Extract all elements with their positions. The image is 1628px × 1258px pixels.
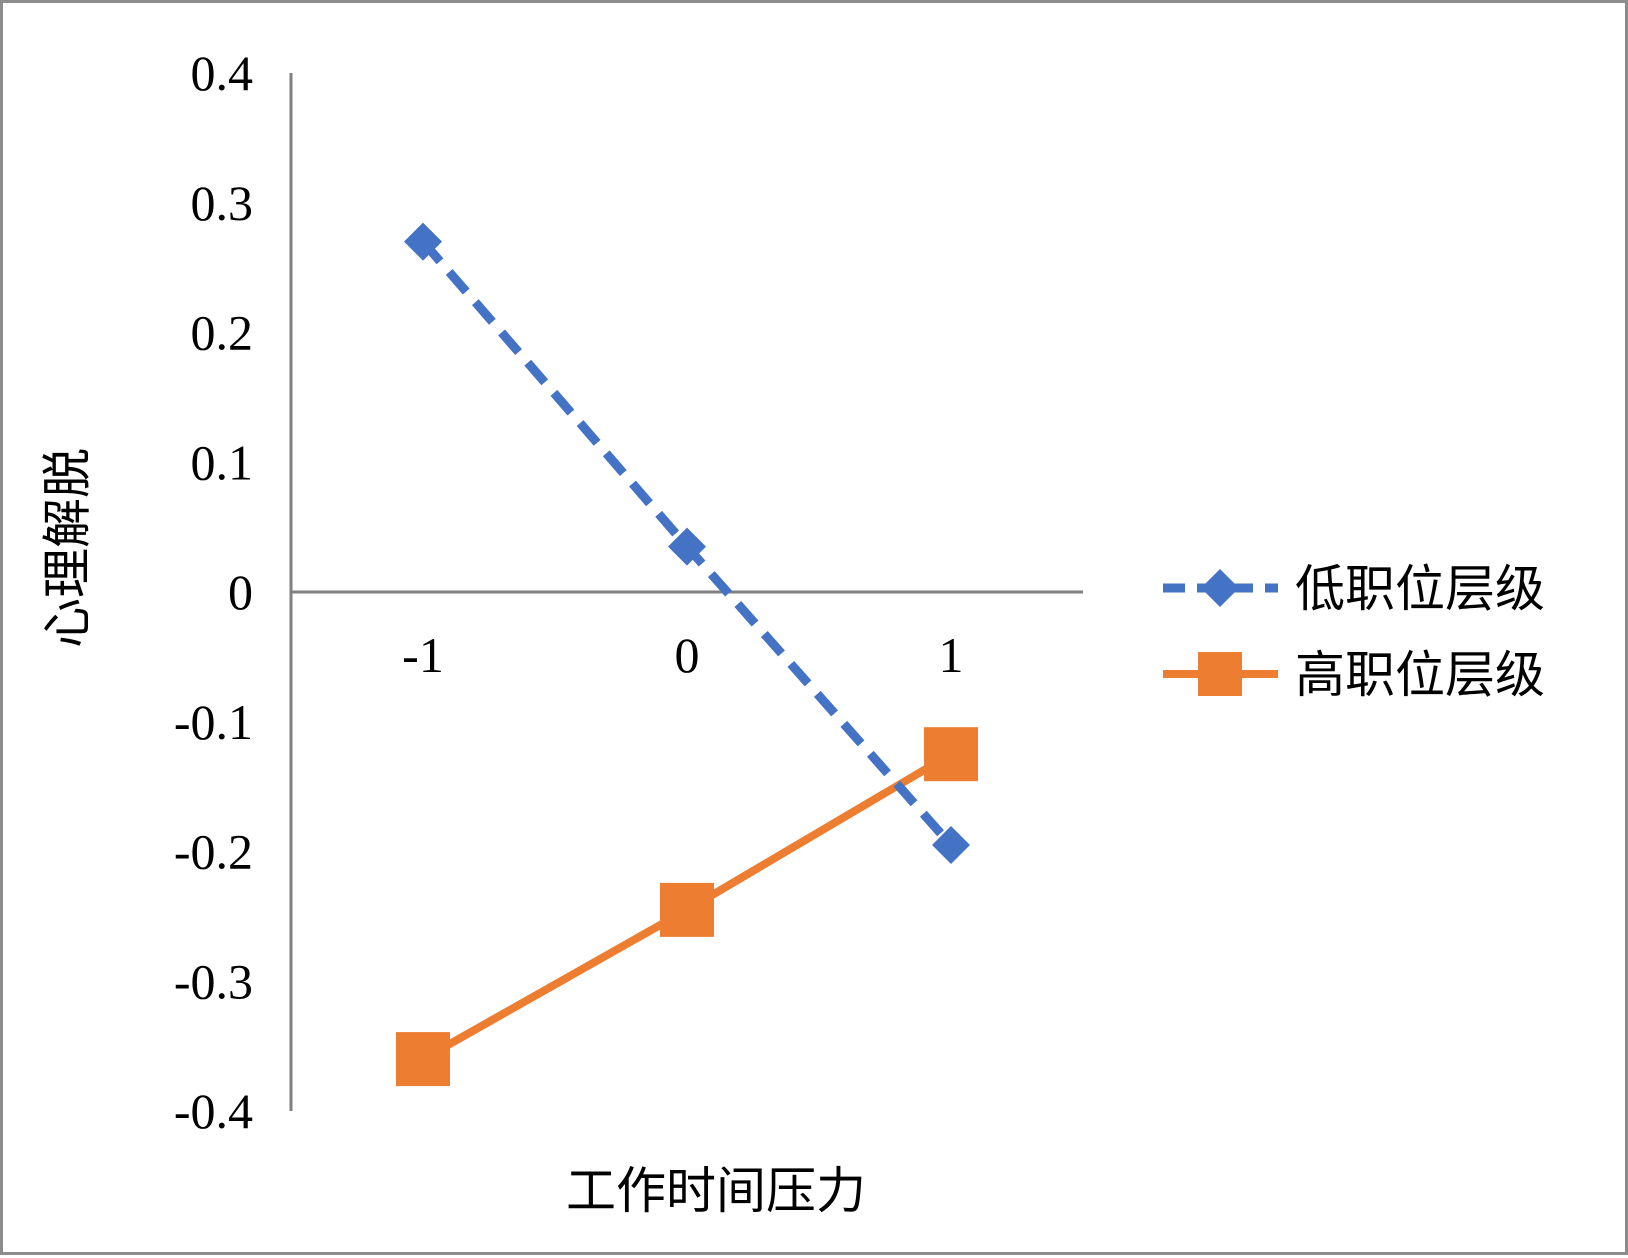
y-tick-label: -0.1 (174, 694, 253, 750)
diamond-marker (1201, 569, 1239, 607)
square-marker (396, 1032, 450, 1087)
y-tick-label: 0 (228, 564, 253, 620)
x-tick-label: 1 (939, 627, 964, 683)
diamond-marker (404, 222, 442, 261)
y-tick-label: 0.3 (191, 175, 254, 231)
y-tick-label: 0.4 (191, 45, 254, 101)
series-2 (396, 727, 978, 1087)
x-tick-label: -1 (402, 627, 444, 683)
x-tick-label: 0 (675, 627, 700, 683)
y-tick-label: -0.3 (174, 953, 253, 1009)
y-tick-label: 0.2 (191, 305, 254, 361)
y-tick-label: -0.4 (174, 1083, 253, 1139)
series-1 (404, 222, 970, 865)
legend-label: 低职位层级 (1295, 560, 1545, 618)
line-chart: 0.40.30.20.10-0.1-0.2-0.3-0.4 -1 0 1 心理解脱 … (39, 45, 1546, 1220)
y-tick-label: 0.1 (191, 434, 254, 490)
diamond-marker (932, 826, 970, 865)
square-marker (924, 727, 978, 782)
x-axis-title: 工作时间压力 (566, 1162, 866, 1220)
y-axis-title: 心理解脱 (39, 448, 97, 648)
legend-item: 低职位层级 (1163, 560, 1545, 618)
square-marker (1198, 652, 1242, 696)
y-tick-label: -0.2 (174, 824, 253, 880)
legend-label: 高职位层级 (1295, 646, 1545, 704)
diamond-marker (668, 527, 706, 566)
axes (289, 73, 1083, 1111)
y-tick-labels: 0.4 0.3 0.2 0.1 0 -0.1 -0.2 -0.3 -0.4 (174, 45, 253, 1139)
square-marker (660, 882, 714, 937)
legend-item: 高职位层级 (1163, 646, 1545, 704)
x-tick-labels: -1 0 1 (402, 627, 963, 683)
series-layer (396, 222, 978, 1087)
